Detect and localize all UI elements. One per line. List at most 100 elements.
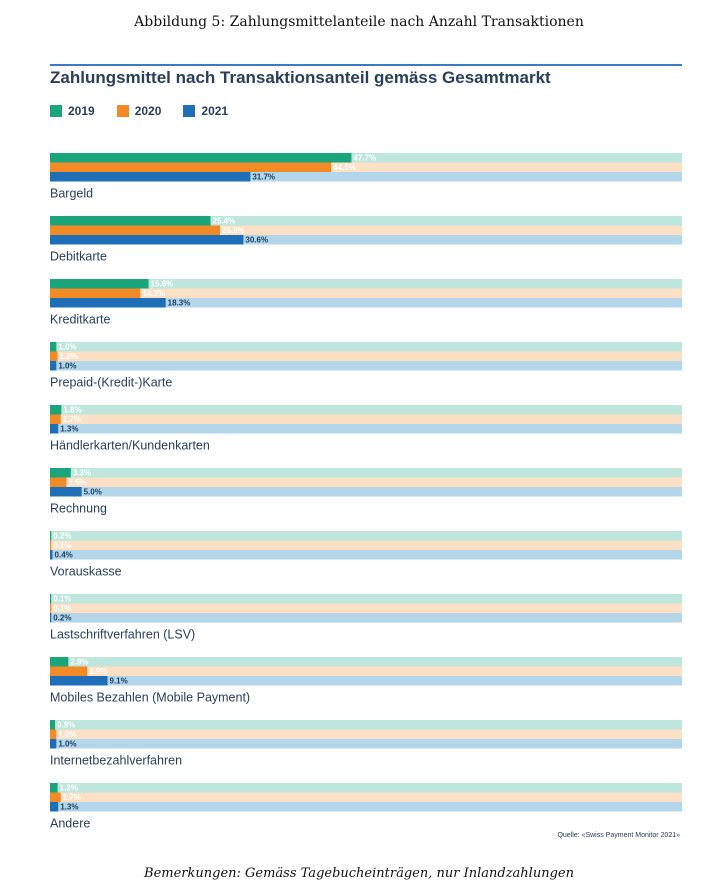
bar-track-bargeld-2019 [50,153,682,163]
bar-track-vorauskasse-2020 [50,540,682,550]
category-label-h-ndlerkarten-kundenkarten: Händlerkarten/Kundenkarten [50,439,210,453]
category-label-debitkarte: Debitkarte [50,250,107,264]
bar-track-vorauskasse-2021 [50,550,682,560]
data-label-bargeld-2019: 47.7% [353,154,376,163]
bar-lastschriftverfahren-lsv-2019 [50,594,52,604]
category-label-mobiles-bezahlen-mobile-payment: Mobiles Bezahlen (Mobile Payment) [50,691,250,705]
bar-h-ndlerkarten-kundenkarten-2021 [50,424,59,434]
data-label-andere-2019: 1.2% [60,784,78,793]
category-label-vorauskasse: Vorauskasse [50,565,122,579]
figure-caption: Abbildung 5: Zahlungsmittelanteile nach … [134,14,584,30]
category-label-kreditkarte: Kreditkarte [50,313,110,327]
data-label-mobiles-bezahlen-mobile-payment-2020: 5.9% [89,667,107,676]
bar-mobiles-bezahlen-mobile-payment-2020 [50,666,88,676]
bar-mobiles-bezahlen-mobile-payment-2019 [50,657,69,667]
bar-track-debitkarte-2020 [50,225,682,235]
legend-swatch-2019 [50,105,62,117]
data-label-bargeld-2020: 44.5% [333,163,356,172]
bar-debitkarte-2019 [50,216,211,226]
bar-h-ndlerkarten-kundenkarten-2020 [50,414,61,424]
data-label-kreditkarte-2020: 14.3% [142,289,165,298]
data-label-vorauskasse-2019: 0.2% [53,532,71,541]
bar-prepaid-kredit-karte-2020 [50,351,58,361]
bar-kreditkarte-2021 [50,298,166,308]
bar-prepaid-kredit-karte-2021 [50,361,57,371]
bar-track-lastschriftverfahren-lsv-2020 [50,603,682,613]
category-label-bargeld: Bargeld [50,187,93,201]
bar-debitkarte-2021 [50,235,244,245]
bar-track-prepaid-kredit-karte-2021 [50,361,682,371]
category-label-rechnung: Rechnung [50,502,107,516]
data-label-andere-2020: 1.7% [63,793,81,802]
bar-track-lastschriftverfahren-lsv-2021 [50,613,682,623]
category-label-andere: Andere [50,817,90,831]
data-label-andere-2021: 1.3% [60,803,78,812]
data-label-rechnung-2021: 5.0% [84,488,102,497]
bar-track-bargeld-2021 [50,172,682,182]
chart-title: Zahlungsmittel nach Transaktionsanteil g… [50,68,551,87]
legend-item-2021: 2021 [183,104,228,118]
bar-vorauskasse-2019 [50,531,52,541]
bar-track-prepaid-kredit-karte-2020 [50,351,682,361]
legend-label-2020: 2020 [134,104,162,118]
bar-vorauskasse-2021 [50,550,53,560]
bar-kreditkarte-2020 [50,288,141,298]
bar-track-kreditkarte-2020 [50,288,682,298]
bar-track-h-ndlerkarten-kundenkarten-2021 [50,424,682,434]
data-label-h-ndlerkarten-kundenkarten-2020: 1.7% [63,415,81,424]
bar-track-mobiles-bezahlen-mobile-payment-2021 [50,676,682,686]
bar-bargeld-2020 [50,162,332,172]
bar-track-debitkarte-2021 [50,235,682,245]
data-label-debitkarte-2019: 25.4% [213,217,236,226]
data-label-prepaid-kredit-karte-2021: 1.0% [58,362,76,371]
bar-track-kreditkarte-2021 [50,298,682,308]
source-note: Quelle: «Swiss Payment Monitor 2021» [557,832,680,839]
bar-track-rechnung-2021 [50,487,682,497]
data-label-kreditkarte-2019: 15.6% [151,280,174,289]
data-label-mobiles-bezahlen-mobile-payment-2019: 2.9% [70,658,88,667]
bar-internetbezahlverfahren-2020 [50,729,57,739]
bar-rechnung-2021 [50,487,82,497]
legend: 2019 2020 2021 [50,104,228,118]
bar-internetbezahlverfahren-2019 [50,720,56,730]
bar-vorauskasse-2020 [50,540,52,550]
legend-label-2021: 2021 [201,104,229,118]
bar-internetbezahlverfahren-2021 [50,739,57,749]
bar-lastschriftverfahren-lsv-2021 [50,613,52,623]
data-label-h-ndlerkarten-kundenkarten-2019: 1.8% [63,406,81,415]
legend-item-2020: 2020 [116,104,162,118]
bar-track-prepaid-kredit-karte-2019 [50,342,682,352]
legend-swatch-2020 [116,105,129,117]
bar-andere-2019 [50,783,58,793]
bar-track-vorauskasse-2019 [50,531,682,541]
footer-note: Bemerkungen: Gemäss Tagebucheinträgen, n… [144,866,574,881]
bar-h-ndlerkarten-kundenkarten-2019 [50,405,62,415]
bar-track-internetbezahlverfahren-2020 [50,729,682,739]
legend-item-2019: 2019 [50,104,95,118]
bar-track-debitkarte-2019 [50,216,682,226]
bar-rechnung-2020 [50,477,67,487]
data-label-bargeld-2021: 31.7% [252,173,275,182]
bar-track-lastschriftverfahren-lsv-2019 [50,594,682,604]
bar-debitkarte-2020 [50,225,221,235]
data-label-prepaid-kredit-karte-2019: 1.0% [58,343,76,352]
data-label-rechnung-2020: 2.6% [68,478,86,487]
data-label-debitkarte-2021: 30.6% [245,236,268,245]
title-rule [50,64,682,66]
data-label-internetbezahlverfahren-2021: 1.0% [58,740,76,749]
bar-track-mobiles-bezahlen-mobile-payment-2020 [50,666,682,676]
category-label-lastschriftverfahren-lsv: Lastschriftverfahren (LSV) [50,628,195,642]
data-label-lastschriftverfahren-lsv-2020: 0.1% [53,604,71,613]
bar-track-rechnung-2020 [50,477,682,487]
bar-track-h-ndlerkarten-kundenkarten-2019 [50,405,682,415]
data-label-prepaid-kredit-karte-2020: 1.2% [60,352,78,361]
bar-prepaid-kredit-karte-2019 [50,342,57,352]
bar-track-andere-2019 [50,783,682,793]
legend-swatch-2021 [183,105,196,117]
data-label-lastschriftverfahren-lsv-2019: 0.1% [53,595,71,604]
bar-mobiles-bezahlen-mobile-payment-2021 [50,676,108,686]
bar-track-h-ndlerkarten-kundenkarten-2020 [50,414,682,424]
bar-lastschriftverfahren-lsv-2020 [50,603,52,613]
data-label-h-ndlerkarten-kundenkarten-2021: 1.3% [60,425,78,434]
